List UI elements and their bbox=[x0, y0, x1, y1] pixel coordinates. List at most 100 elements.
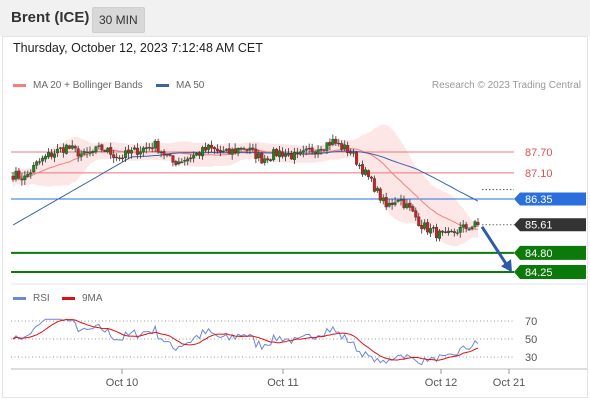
candle-body bbox=[283, 153, 287, 157]
candle-body bbox=[55, 148, 59, 154]
rsi-level-label-30: 30 bbox=[525, 352, 537, 364]
candle-body bbox=[147, 147, 151, 149]
candle bbox=[129, 147, 133, 159]
candle-body bbox=[70, 145, 74, 149]
candle bbox=[124, 146, 128, 162]
candle-body bbox=[257, 153, 261, 158]
candle-body bbox=[218, 150, 222, 153]
time-tick-label: Oct 21 bbox=[493, 377, 525, 389]
candle bbox=[147, 143, 151, 151]
candle bbox=[135, 143, 139, 159]
candle bbox=[476, 217, 480, 227]
candle bbox=[245, 148, 249, 154]
candle-body bbox=[76, 148, 80, 157]
candle-body bbox=[352, 152, 356, 154]
candle-body bbox=[186, 158, 190, 162]
candle-body bbox=[328, 141, 332, 146]
candle-body bbox=[248, 147, 252, 151]
candle-body bbox=[378, 188, 382, 201]
candle bbox=[292, 147, 296, 165]
candle-body bbox=[286, 153, 290, 156]
candle-body bbox=[52, 153, 56, 158]
candle-body bbox=[88, 151, 92, 154]
candle bbox=[449, 229, 453, 233]
candle bbox=[334, 136, 338, 146]
candle-body bbox=[135, 147, 139, 155]
candle bbox=[174, 159, 178, 167]
candle bbox=[260, 151, 264, 165]
candle-body bbox=[227, 148, 231, 154]
candle-body bbox=[375, 187, 379, 191]
candle-body bbox=[50, 152, 54, 157]
candle bbox=[408, 199, 412, 211]
legend-rsi-ma: 9MA bbox=[62, 293, 103, 304]
candle-body bbox=[141, 147, 145, 153]
candle bbox=[218, 145, 222, 157]
candle-body bbox=[115, 156, 119, 159]
candle bbox=[204, 142, 208, 153]
candle bbox=[58, 146, 62, 153]
candle bbox=[141, 146, 145, 157]
candle bbox=[180, 158, 184, 164]
candle bbox=[153, 139, 157, 153]
level-resistance-87-70-label: 87.70 bbox=[525, 147, 553, 159]
candle-body bbox=[289, 153, 293, 160]
candle bbox=[88, 146, 92, 157]
time-axis: Oct 10 Oct 11 Oct 12 Oct 21 bbox=[11, 368, 588, 389]
candle bbox=[349, 148, 353, 156]
candle bbox=[263, 154, 267, 166]
candle bbox=[420, 219, 424, 234]
candle-body bbox=[281, 151, 285, 157]
candle-body bbox=[206, 144, 210, 150]
candle bbox=[115, 153, 119, 162]
timeframe-button[interactable]: 30 MIN bbox=[92, 7, 145, 33]
candle bbox=[310, 143, 314, 155]
projection-arrow bbox=[480, 225, 512, 273]
candle bbox=[399, 194, 403, 206]
candle bbox=[103, 149, 107, 153]
candle-body bbox=[446, 230, 450, 234]
rsi-ma-swatch bbox=[62, 297, 75, 300]
candle-body bbox=[153, 140, 157, 149]
candle-body bbox=[20, 178, 24, 181]
candle bbox=[458, 222, 462, 238]
candle-body bbox=[470, 226, 474, 229]
candle-body bbox=[316, 149, 320, 155]
candle bbox=[414, 207, 418, 221]
candle bbox=[316, 145, 320, 158]
candle-body bbox=[417, 216, 421, 226]
candle-body bbox=[44, 156, 48, 160]
candle bbox=[295, 147, 299, 159]
candle-body bbox=[201, 147, 205, 157]
candle-body bbox=[366, 170, 370, 177]
candle bbox=[286, 148, 290, 157]
chart-header: Brent (ICE) 30 MIN bbox=[0, 0, 590, 36]
time-tick-label: Oct 12 bbox=[425, 377, 457, 389]
candle bbox=[127, 145, 131, 159]
candle-body bbox=[67, 145, 71, 149]
candle-body bbox=[414, 210, 418, 218]
candle-body bbox=[387, 203, 391, 207]
candle bbox=[215, 144, 219, 154]
candle-body bbox=[331, 139, 335, 145]
candle bbox=[281, 147, 285, 159]
candle-body bbox=[292, 152, 296, 160]
candle-body bbox=[204, 146, 208, 151]
candle bbox=[313, 149, 317, 159]
candle-body bbox=[393, 202, 397, 205]
candle bbox=[85, 147, 89, 158]
candle bbox=[112, 149, 116, 164]
candle bbox=[289, 150, 293, 160]
candle bbox=[470, 225, 474, 231]
candle-body bbox=[198, 152, 202, 156]
candle-body bbox=[295, 152, 299, 154]
candle-body bbox=[313, 151, 317, 154]
candle-body bbox=[127, 149, 131, 154]
candle bbox=[301, 145, 305, 158]
candle-body bbox=[14, 171, 18, 180]
candle bbox=[248, 143, 252, 155]
candle-body bbox=[138, 151, 142, 155]
candle bbox=[417, 212, 421, 227]
candle-body bbox=[411, 206, 415, 212]
